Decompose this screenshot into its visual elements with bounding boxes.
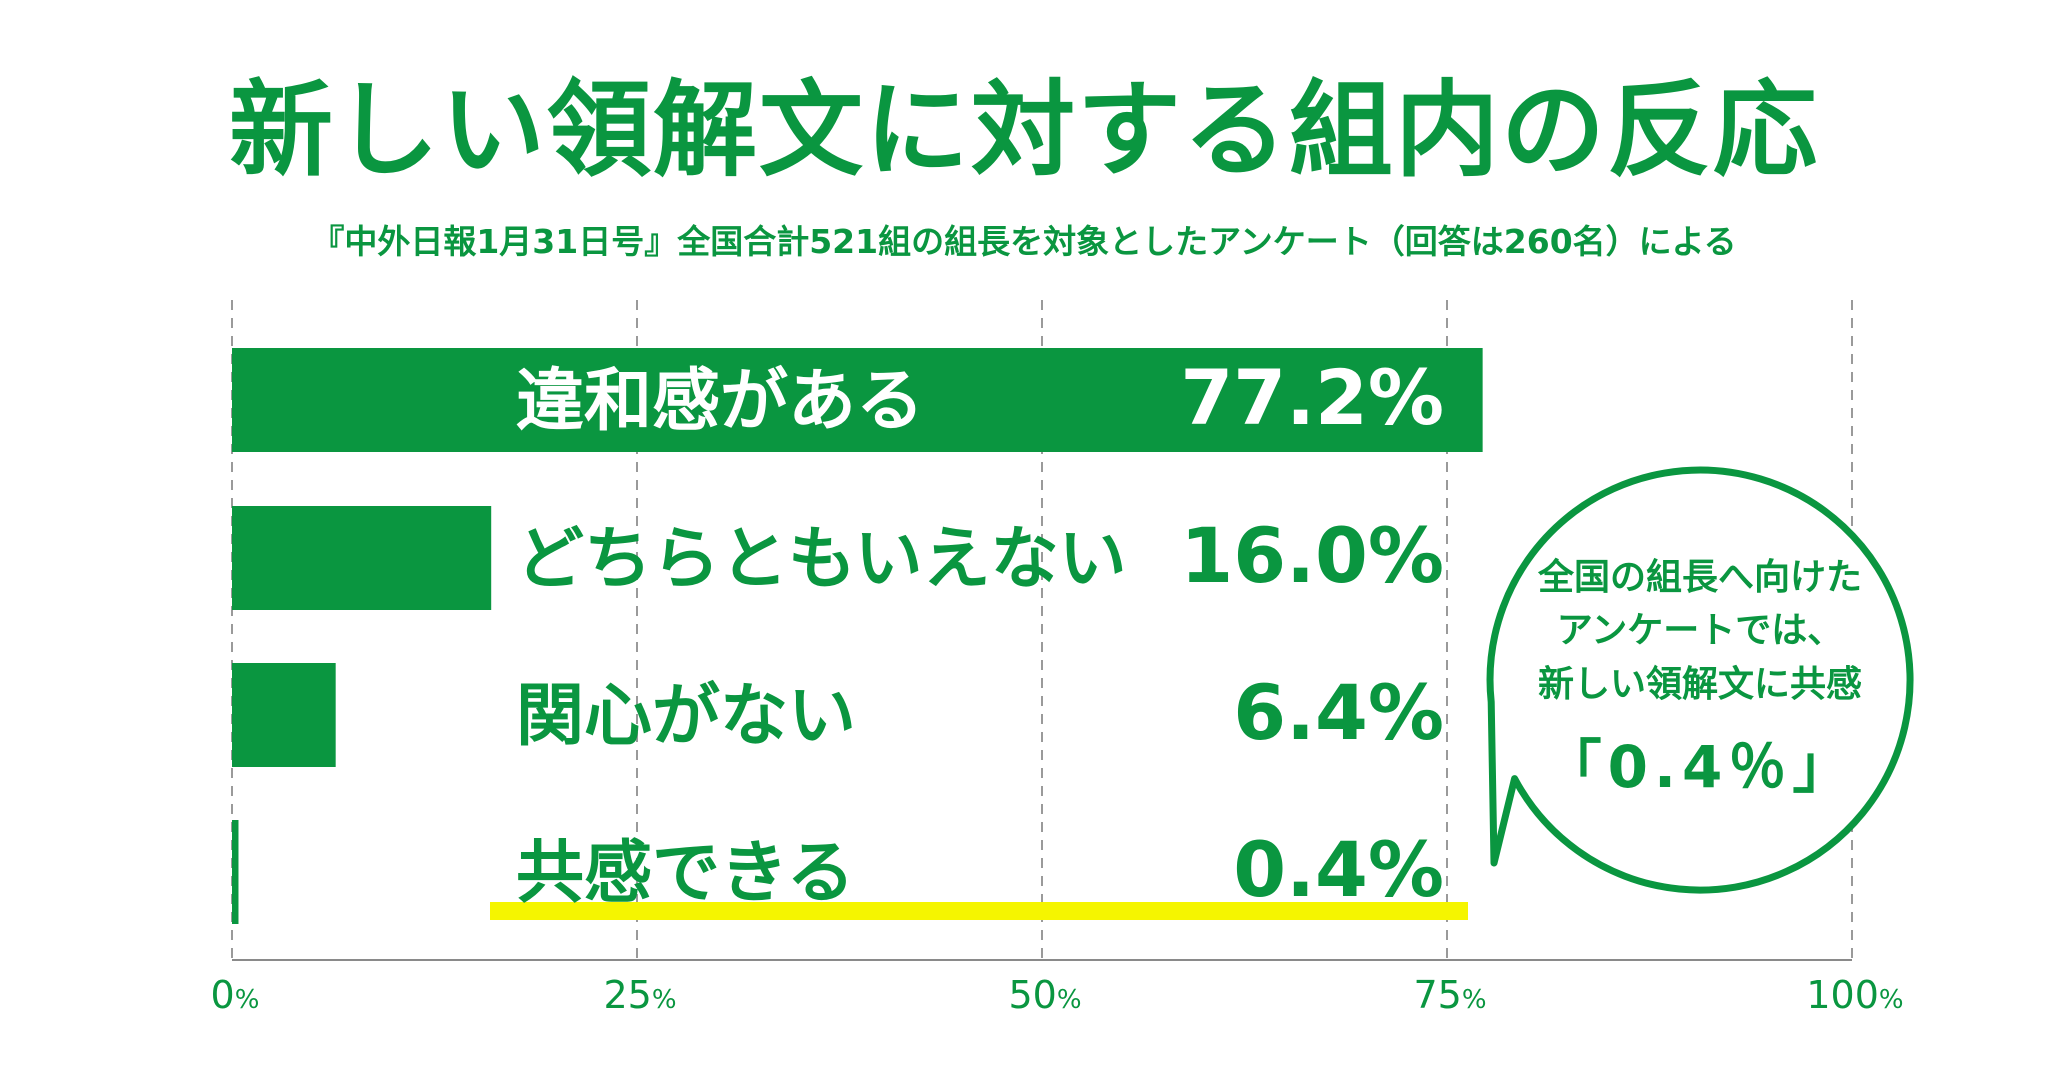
category-label-2: どちらともいえない xyxy=(516,520,1127,599)
callout-emphasis: 「0.4％」 xyxy=(1543,733,1857,801)
value-label-1: 77.2% xyxy=(1180,353,1444,442)
bar-4 xyxy=(232,820,239,924)
value-label-4: 0.4% xyxy=(1233,825,1444,914)
speech-bubble-shape xyxy=(1486,466,1914,894)
bar-2 xyxy=(232,506,492,610)
callout-line-1: 全国の組長へ向けた xyxy=(1537,557,1862,598)
x-tick-label-25: 25% xyxy=(603,973,676,1017)
chart-subtitle: 『中外日報1月31日号』全国合計521組の組長を対象としたアンケート（回答は26… xyxy=(311,222,1737,261)
speech-bubble xyxy=(1486,466,1914,894)
callout-line-3: 新しい領解文に共感 xyxy=(1537,664,1862,705)
category-label-1: 違和感がある xyxy=(516,362,924,441)
x-tick-label-0: 0% xyxy=(211,973,260,1017)
value-label-3: 6.4% xyxy=(1233,668,1444,757)
value-label-2: 16.0% xyxy=(1180,511,1444,600)
bar-labels: 違和感がある 77.2% どちらともいえない 16.0% 関心がない 6.4% 共感できる 0… xyxy=(516,353,1444,914)
bar-1 xyxy=(232,348,1483,452)
x-tick-label-75: 75% xyxy=(1413,973,1486,1017)
category-label-4: 共感できる xyxy=(516,834,855,913)
callout-line-2: アンケートでは、 xyxy=(1556,610,1844,651)
x-axis-ticks: 0% 25% 50% 75% 100% xyxy=(211,973,1904,1017)
chart-title: 新しい領解文に対する組内の反応 xyxy=(228,69,1819,191)
bar-3 xyxy=(232,663,336,767)
category-label-3: 関心がない xyxy=(516,677,856,756)
highlight-layer xyxy=(490,902,1468,920)
x-tick-label-100: 100% xyxy=(1806,973,1903,1017)
x-tick-label-50: 50% xyxy=(1008,973,1081,1017)
highlight-band xyxy=(490,902,1468,920)
bars xyxy=(232,348,1483,924)
